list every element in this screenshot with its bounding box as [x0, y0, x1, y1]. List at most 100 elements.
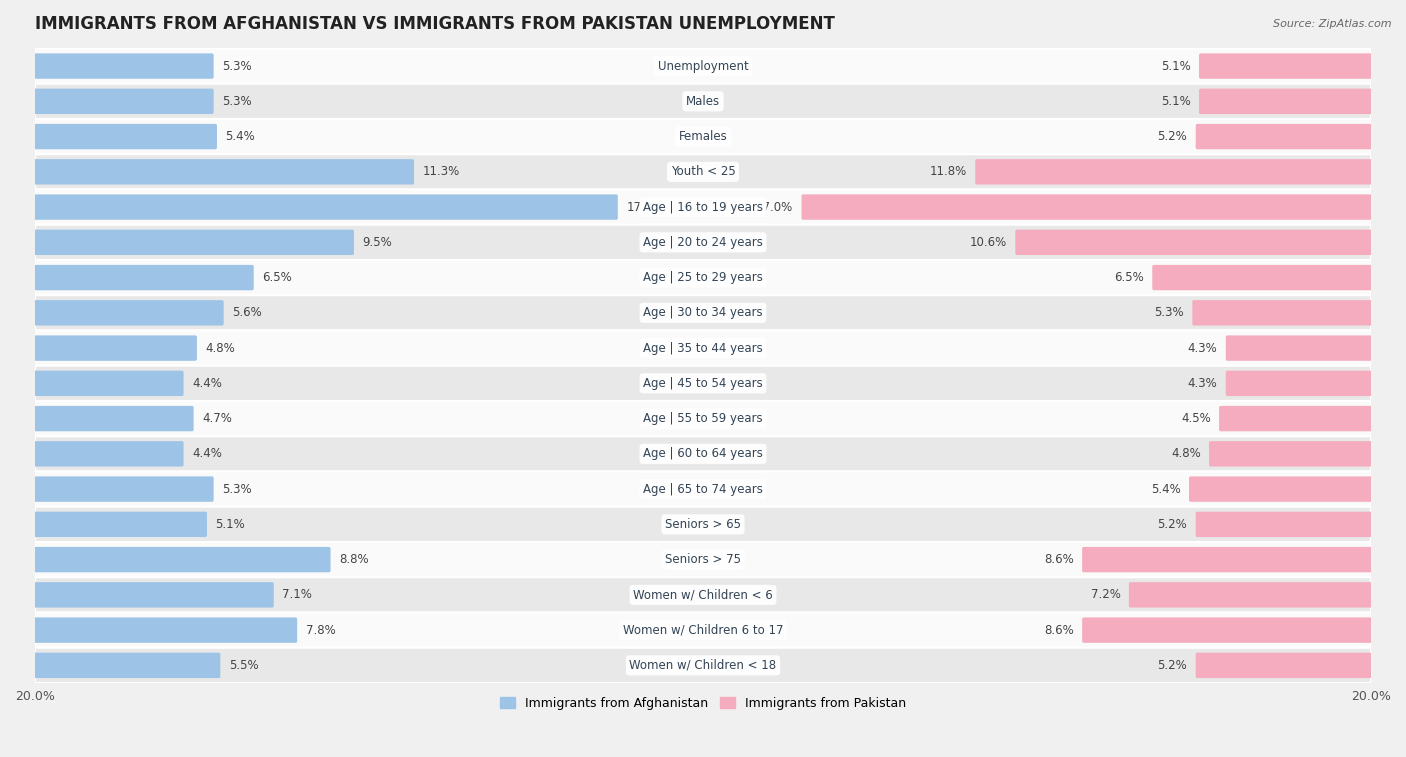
Text: Age | 16 to 19 years: Age | 16 to 19 years — [643, 201, 763, 213]
Text: Seniors > 75: Seniors > 75 — [665, 553, 741, 566]
Text: Age | 25 to 29 years: Age | 25 to 29 years — [643, 271, 763, 284]
FancyBboxPatch shape — [35, 472, 1371, 506]
Text: Age | 45 to 54 years: Age | 45 to 54 years — [643, 377, 763, 390]
Text: 5.6%: 5.6% — [232, 307, 262, 319]
FancyBboxPatch shape — [35, 542, 1371, 578]
FancyBboxPatch shape — [34, 159, 413, 185]
FancyBboxPatch shape — [1083, 618, 1372, 643]
Text: 7.1%: 7.1% — [283, 588, 312, 601]
FancyBboxPatch shape — [34, 300, 224, 326]
Text: 4.3%: 4.3% — [1188, 341, 1218, 354]
FancyBboxPatch shape — [976, 159, 1372, 185]
Text: Source: ZipAtlas.com: Source: ZipAtlas.com — [1274, 19, 1392, 29]
FancyBboxPatch shape — [34, 124, 217, 149]
FancyBboxPatch shape — [35, 225, 1371, 260]
Text: 5.4%: 5.4% — [1152, 483, 1181, 496]
FancyBboxPatch shape — [1209, 441, 1372, 466]
Text: Age | 60 to 64 years: Age | 60 to 64 years — [643, 447, 763, 460]
FancyBboxPatch shape — [34, 547, 330, 572]
FancyBboxPatch shape — [35, 612, 1371, 648]
FancyBboxPatch shape — [35, 366, 1371, 401]
FancyBboxPatch shape — [1219, 406, 1372, 431]
FancyBboxPatch shape — [1129, 582, 1372, 608]
Legend: Immigrants from Afghanistan, Immigrants from Pakistan: Immigrants from Afghanistan, Immigrants … — [495, 692, 911, 715]
FancyBboxPatch shape — [1192, 300, 1372, 326]
Text: Unemployment: Unemployment — [658, 60, 748, 73]
Text: 4.4%: 4.4% — [193, 377, 222, 390]
FancyBboxPatch shape — [35, 578, 1371, 612]
FancyBboxPatch shape — [35, 119, 1371, 154]
Text: 7.2%: 7.2% — [1091, 588, 1121, 601]
Text: Youth < 25: Youth < 25 — [671, 165, 735, 179]
FancyBboxPatch shape — [35, 436, 1371, 472]
Text: 17.0%: 17.0% — [756, 201, 793, 213]
Text: Age | 55 to 59 years: Age | 55 to 59 years — [643, 412, 763, 425]
FancyBboxPatch shape — [1195, 124, 1372, 149]
FancyBboxPatch shape — [35, 154, 1371, 189]
Text: Age | 20 to 24 years: Age | 20 to 24 years — [643, 236, 763, 249]
Text: 5.3%: 5.3% — [1154, 307, 1184, 319]
FancyBboxPatch shape — [34, 54, 214, 79]
Text: 4.4%: 4.4% — [193, 447, 222, 460]
FancyBboxPatch shape — [35, 401, 1371, 436]
FancyBboxPatch shape — [1153, 265, 1372, 290]
Text: 5.4%: 5.4% — [225, 130, 254, 143]
FancyBboxPatch shape — [35, 84, 1371, 119]
FancyBboxPatch shape — [34, 441, 184, 466]
Text: 4.3%: 4.3% — [1188, 377, 1218, 390]
Text: 11.8%: 11.8% — [929, 165, 967, 179]
Text: 5.5%: 5.5% — [229, 659, 259, 672]
Text: 5.1%: 5.1% — [215, 518, 245, 531]
Text: 5.2%: 5.2% — [1157, 518, 1187, 531]
FancyBboxPatch shape — [34, 229, 354, 255]
Text: 17.4%: 17.4% — [626, 201, 664, 213]
FancyBboxPatch shape — [34, 512, 207, 537]
Text: 4.8%: 4.8% — [205, 341, 235, 354]
Text: 4.5%: 4.5% — [1181, 412, 1211, 425]
Text: Females: Females — [679, 130, 727, 143]
Text: Women w/ Children 6 to 17: Women w/ Children 6 to 17 — [623, 624, 783, 637]
FancyBboxPatch shape — [34, 582, 274, 608]
Text: 8.6%: 8.6% — [1045, 553, 1074, 566]
FancyBboxPatch shape — [35, 189, 1371, 225]
FancyBboxPatch shape — [1195, 653, 1372, 678]
Text: 10.6%: 10.6% — [970, 236, 1007, 249]
FancyBboxPatch shape — [34, 335, 197, 361]
Text: 6.5%: 6.5% — [1114, 271, 1144, 284]
Text: 6.5%: 6.5% — [262, 271, 292, 284]
FancyBboxPatch shape — [34, 406, 194, 431]
FancyBboxPatch shape — [35, 506, 1371, 542]
Text: Males: Males — [686, 95, 720, 107]
Text: IMMIGRANTS FROM AFGHANISTAN VS IMMIGRANTS FROM PAKISTAN UNEMPLOYMENT: IMMIGRANTS FROM AFGHANISTAN VS IMMIGRANT… — [35, 15, 835, 33]
Text: 5.1%: 5.1% — [1161, 60, 1191, 73]
FancyBboxPatch shape — [35, 48, 1371, 84]
FancyBboxPatch shape — [801, 195, 1372, 220]
Text: 5.1%: 5.1% — [1161, 95, 1191, 107]
Text: 5.3%: 5.3% — [222, 60, 252, 73]
Text: 5.2%: 5.2% — [1157, 659, 1187, 672]
Text: 8.8%: 8.8% — [339, 553, 368, 566]
Text: Seniors > 65: Seniors > 65 — [665, 518, 741, 531]
Text: 5.3%: 5.3% — [222, 95, 252, 107]
Text: Women w/ Children < 6: Women w/ Children < 6 — [633, 588, 773, 601]
Text: 11.3%: 11.3% — [422, 165, 460, 179]
Text: Women w/ Children < 18: Women w/ Children < 18 — [630, 659, 776, 672]
Text: 7.8%: 7.8% — [305, 624, 335, 637]
Text: 4.8%: 4.8% — [1171, 447, 1201, 460]
FancyBboxPatch shape — [34, 371, 184, 396]
Text: 4.7%: 4.7% — [202, 412, 232, 425]
FancyBboxPatch shape — [1226, 335, 1372, 361]
FancyBboxPatch shape — [34, 476, 214, 502]
FancyBboxPatch shape — [34, 195, 617, 220]
Text: Age | 35 to 44 years: Age | 35 to 44 years — [643, 341, 763, 354]
FancyBboxPatch shape — [34, 618, 297, 643]
FancyBboxPatch shape — [35, 295, 1371, 331]
FancyBboxPatch shape — [1195, 512, 1372, 537]
FancyBboxPatch shape — [34, 265, 253, 290]
FancyBboxPatch shape — [1189, 476, 1372, 502]
FancyBboxPatch shape — [1199, 54, 1372, 79]
FancyBboxPatch shape — [35, 260, 1371, 295]
Text: 5.3%: 5.3% — [222, 483, 252, 496]
FancyBboxPatch shape — [1226, 371, 1372, 396]
FancyBboxPatch shape — [34, 653, 221, 678]
